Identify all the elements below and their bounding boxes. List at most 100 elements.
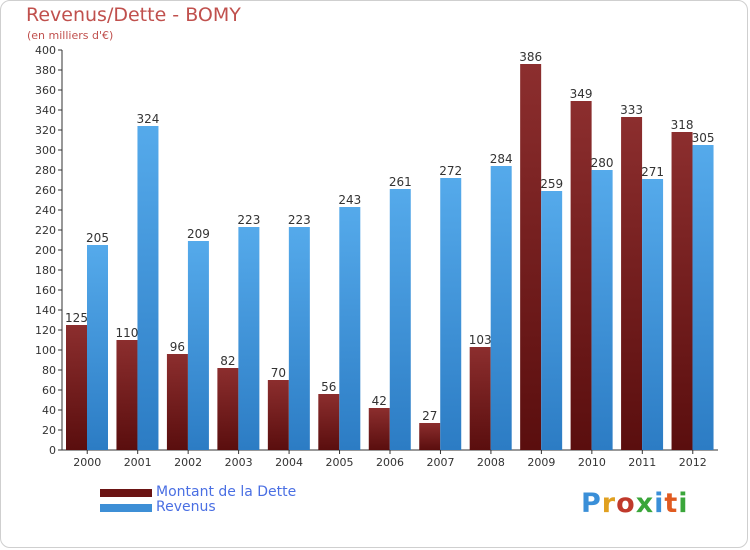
data-label-dette: 386	[519, 50, 542, 64]
bar-dette	[621, 117, 643, 450]
x-tick-label: 2003	[225, 456, 253, 469]
y-tick-label: 360	[35, 84, 56, 97]
bar-revenus	[440, 178, 462, 450]
x-tick-label: 2002	[174, 456, 202, 469]
bar-dette	[570, 101, 592, 450]
bar-revenus	[490, 166, 512, 450]
bar-dette	[66, 325, 87, 450]
legend-label-revenus: Revenus	[156, 499, 216, 515]
legend-swatch-dette	[100, 489, 152, 497]
bar-dette	[166, 354, 188, 450]
bar-dette	[469, 347, 491, 450]
x-tick-label: 2011	[628, 456, 656, 469]
chart-data-labels: 1252051103249620982223702235624342261272…	[65, 50, 714, 423]
data-label-revenus: 284	[490, 152, 513, 166]
x-tick-label: 2001	[124, 456, 152, 469]
chart-subtitle: (en milliers d'€)	[27, 29, 114, 42]
y-tick-label: 280	[35, 164, 56, 177]
y-tick-label: 160	[35, 284, 56, 297]
y-tick-label: 380	[35, 64, 56, 77]
data-label-revenus: 223	[237, 213, 260, 227]
data-label-dette: 333	[620, 103, 643, 117]
data-label-revenus: 259	[540, 177, 563, 191]
bar-revenus	[187, 241, 209, 450]
data-label-dette: 110	[116, 326, 139, 340]
x-tick-label: 2005	[326, 456, 354, 469]
y-tick-label: 40	[42, 404, 56, 417]
data-label-revenus: 261	[389, 175, 412, 189]
logo-letter: o	[616, 488, 636, 519]
y-tick-label: 200	[35, 244, 56, 257]
data-label-revenus: 271	[641, 165, 664, 179]
x-tick-label: 2010	[578, 456, 606, 469]
data-label-revenus: 223	[288, 213, 311, 227]
bar-dette	[116, 340, 138, 450]
y-tick-label: 320	[35, 124, 56, 137]
x-tick-label: 2009	[527, 456, 555, 469]
y-tick-label: 260	[35, 184, 56, 197]
bar-dette	[520, 64, 542, 450]
data-label-dette: 96	[170, 340, 185, 354]
bar-dette	[267, 380, 289, 450]
bar-revenus	[339, 207, 361, 450]
bar-revenus	[692, 145, 714, 450]
logo-letter: x	[635, 488, 655, 519]
x-tick-label: 2004	[275, 456, 303, 469]
logo-letter: P	[581, 488, 602, 519]
y-tick-label: 400	[35, 44, 56, 57]
bar-dette	[419, 423, 441, 450]
x-tick-label: 2000	[73, 456, 101, 469]
data-label-dette: 70	[271, 366, 286, 380]
y-tick-label: 140	[35, 304, 56, 317]
x-tick-label: 2012	[679, 456, 707, 469]
bar-revenus	[389, 189, 411, 450]
bar-revenus	[591, 170, 613, 450]
x-tick-label: 2007	[426, 456, 454, 469]
y-tick-label: 240	[35, 204, 56, 217]
x-tick-label: 2008	[477, 456, 505, 469]
bar-dette	[217, 368, 239, 450]
data-label-revenus: 324	[137, 112, 160, 126]
data-label-revenus: 272	[439, 164, 462, 178]
data-label-dette: 103	[469, 333, 492, 347]
bar-revenus	[137, 126, 159, 450]
data-label-dette: 56	[321, 380, 336, 394]
bar-revenus	[541, 191, 563, 450]
y-tick-label: 100	[35, 344, 56, 357]
y-tick-label: 180	[35, 264, 56, 277]
data-label-revenus: 243	[338, 193, 361, 207]
data-label-dette: 349	[570, 87, 593, 101]
chart-bars	[66, 64, 714, 450]
bar-revenus	[87, 245, 108, 450]
data-label-revenus: 305	[692, 131, 715, 145]
logo-letter: t	[664, 488, 679, 519]
y-tick-label: 0	[49, 444, 56, 457]
logo-letter: i	[654, 488, 665, 519]
y-tick-label: 80	[42, 364, 56, 377]
logo-letter: r	[601, 488, 617, 519]
proxiti-logo: Proxiti	[581, 488, 689, 519]
data-label-dette: 318	[671, 118, 694, 132]
y-tick-label: 340	[35, 104, 56, 117]
y-tick-label: 220	[35, 224, 56, 237]
bar-dette	[318, 394, 340, 450]
legend-swatch-revenus	[100, 504, 152, 512]
y-tick-label: 120	[35, 324, 56, 337]
chart-title: Revenus/Dette - BOMY	[26, 4, 241, 26]
data-label-revenus: 205	[86, 231, 109, 245]
data-label-dette: 125	[65, 311, 88, 325]
x-tick-label: 2006	[376, 456, 404, 469]
chart-axes: 0 20 40 60 80 100 120 140 160 180 200 220 240 260 280 3…	[35, 44, 718, 469]
bar-revenus	[238, 227, 260, 450]
data-label-revenus: 280	[591, 156, 614, 170]
y-tick-label: 60	[42, 384, 56, 397]
bar-dette	[671, 132, 693, 450]
y-tick-label: 20	[42, 424, 56, 437]
y-tick-label: 300	[35, 144, 56, 157]
data-label-revenus: 209	[187, 227, 210, 241]
legend-label-dette: Montant de la Dette	[156, 484, 297, 500]
logo-letter: i	[678, 488, 689, 519]
bar-revenus	[288, 227, 310, 450]
bar-revenus	[642, 179, 664, 450]
